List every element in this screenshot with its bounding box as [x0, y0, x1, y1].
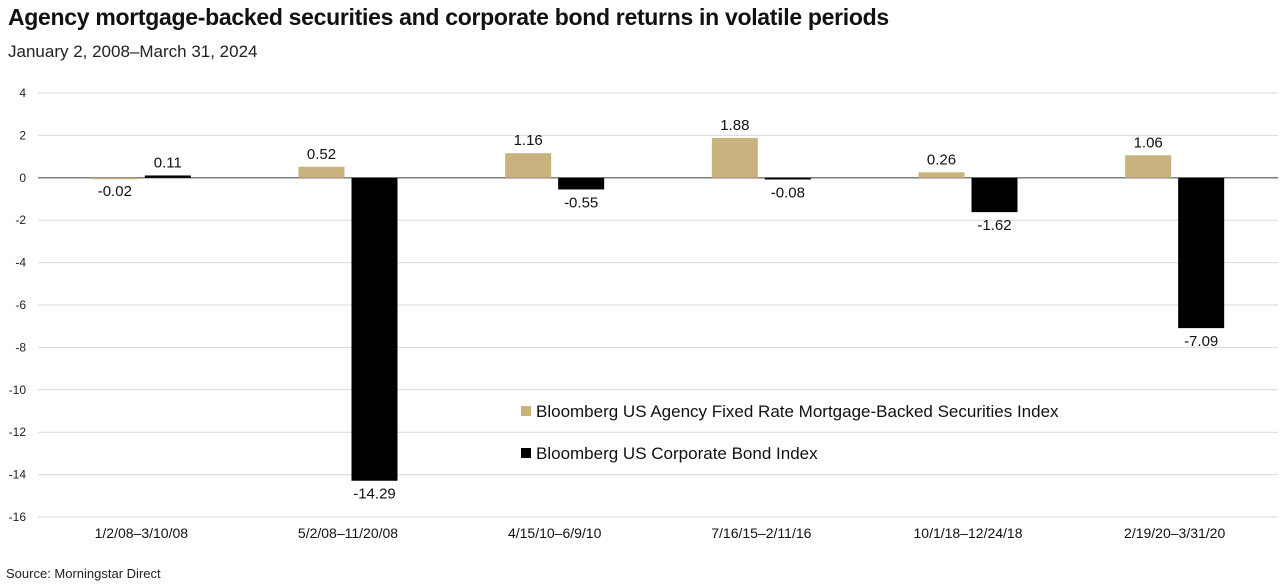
y-tick-label: -8: [15, 340, 26, 354]
chart-subtitle: January 2, 2008–March 31, 2024: [8, 42, 258, 61]
y-tick-label: -2: [15, 213, 26, 227]
x-category-label: 2/19/20–3/31/20: [1124, 525, 1225, 541]
bar-mbs: [91, 177, 138, 180]
y-tick-label: -10: [9, 383, 27, 397]
legend-label: Bloomberg US Corporate Bond Index: [536, 444, 818, 463]
data-label: 1.06: [1134, 134, 1163, 151]
x-category-label: 1/2/08–3/10/08: [95, 525, 189, 541]
bar-mbs: [711, 137, 758, 178]
x-category-label: 7/16/15–2/11/16: [711, 525, 811, 541]
y-tick-label: -16: [9, 510, 27, 524]
legend-label: Bloomberg US Agency Fixed Rate Mortgage-…: [536, 402, 1059, 421]
data-label: -0.02: [98, 183, 132, 200]
data-label: -0.55: [564, 194, 598, 211]
data-label: 1.16: [514, 132, 543, 149]
data-label: -0.08: [771, 184, 805, 201]
data-label: -1.62: [977, 217, 1011, 234]
bar-mbs: [1125, 155, 1172, 178]
legend-swatch-corp: [521, 448, 531, 458]
legend-swatch-mbs: [521, 406, 531, 416]
data-label: 0.26: [927, 151, 956, 168]
x-category-label: 10/1/18–12/24/18: [914, 525, 1023, 541]
y-tick-label: 4: [19, 86, 26, 100]
y-tick-label: 2: [19, 128, 26, 142]
y-tick-label: -12: [9, 425, 27, 439]
bar-corp: [971, 177, 1018, 213]
y-tick-label: -4: [15, 256, 26, 270]
bar-mbs: [505, 153, 552, 178]
data-label: 1.88: [720, 117, 749, 134]
bar-mbs: [918, 172, 965, 178]
data-label: -14.29: [353, 486, 396, 503]
x-category-label: 5/2/08–11/20/08: [298, 525, 398, 541]
x-category-label: 4/15/10–6/9/10: [508, 525, 602, 541]
y-tick-label: -6: [15, 298, 26, 312]
bar-mbs: [298, 166, 345, 178]
y-tick-label: -14: [9, 468, 27, 482]
bar-corp: [144, 175, 191, 178]
data-label: -7.09: [1184, 333, 1218, 350]
bar-corp: [558, 177, 605, 190]
bar-chart: 4 2 0 -2 -4 -6 -8 -10 -12 -14 -16 -0.02 0.11 1/2/08–3…: [9, 86, 1278, 541]
bar-corp: [1178, 177, 1225, 329]
data-label: 0.52: [307, 146, 336, 163]
data-label: 0.11: [154, 154, 182, 171]
y-tick-label: 0: [19, 171, 26, 185]
chart-title: Agency mortgage-backed securities and co…: [8, 4, 889, 30]
bar-corp: [764, 177, 811, 180]
bar-corp: [351, 177, 398, 481]
source-note: Source: Morningstar Direct: [6, 566, 161, 581]
